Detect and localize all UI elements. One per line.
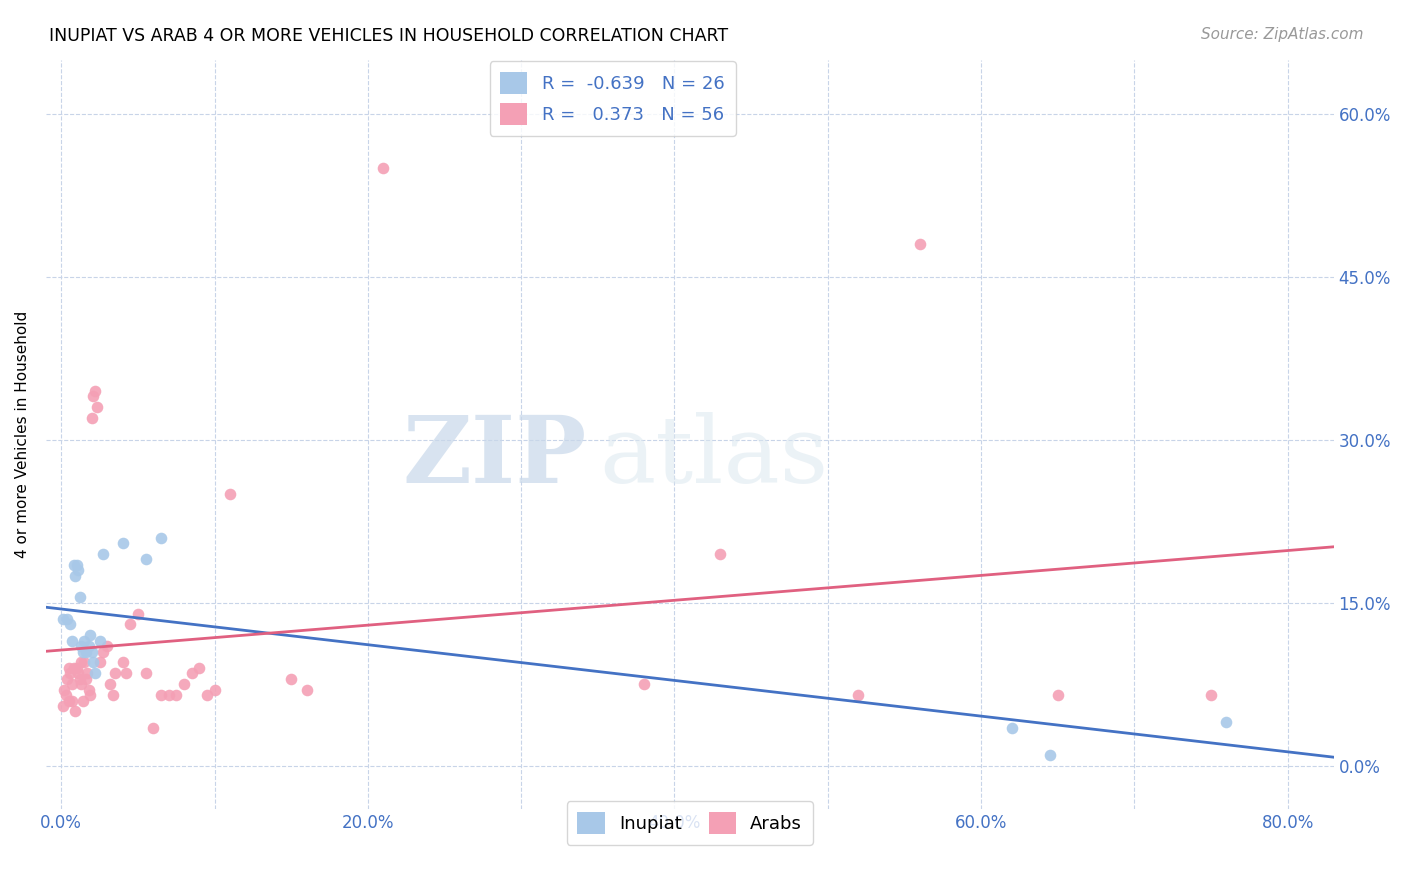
Point <box>204 682 226 697</box>
Point <box>135 552 157 566</box>
Point <box>135 666 157 681</box>
Point <box>77 639 100 653</box>
Point <box>149 688 172 702</box>
Point <box>69 672 91 686</box>
Point <box>70 656 93 670</box>
Point <box>165 688 187 702</box>
Legend: Inupiat, Arabs: Inupiat, Arabs <box>567 801 813 845</box>
Point <box>180 666 202 681</box>
Point <box>280 672 302 686</box>
Point <box>219 487 242 501</box>
Point <box>76 666 98 681</box>
Point <box>373 161 395 176</box>
Point <box>66 661 89 675</box>
Point <box>633 677 655 691</box>
Point <box>111 656 134 670</box>
Point <box>89 633 111 648</box>
Point <box>56 612 79 626</box>
Point <box>82 389 104 403</box>
Point <box>70 677 93 691</box>
Point <box>89 656 111 670</box>
Point <box>55 688 77 702</box>
Point <box>1215 715 1237 730</box>
Point <box>77 682 100 697</box>
Point <box>56 672 79 686</box>
Point <box>104 666 127 681</box>
Point <box>59 617 82 632</box>
Point <box>70 639 93 653</box>
Point <box>67 563 90 577</box>
Point <box>63 705 86 719</box>
Point <box>86 401 108 415</box>
Point <box>73 633 96 648</box>
Point <box>79 688 101 702</box>
Point <box>67 666 90 681</box>
Point <box>91 645 114 659</box>
Point <box>66 558 89 572</box>
Point <box>59 666 82 681</box>
Point <box>62 558 84 572</box>
Point <box>173 677 195 691</box>
Point <box>98 677 121 691</box>
Y-axis label: 4 or more Vehicles in Household: 4 or more Vehicles in Household <box>15 310 30 558</box>
Point <box>908 237 931 252</box>
Point <box>62 661 84 675</box>
Point <box>120 617 142 632</box>
Point <box>52 698 75 713</box>
Point <box>1199 688 1222 702</box>
Point <box>72 645 94 659</box>
Point <box>82 656 104 670</box>
Point <box>848 688 870 702</box>
Point <box>114 666 136 681</box>
Point <box>188 661 211 675</box>
Point <box>149 531 172 545</box>
Point <box>75 645 97 659</box>
Point <box>80 411 103 425</box>
Point <box>1046 688 1069 702</box>
Text: ZIP: ZIP <box>402 412 586 502</box>
Point <box>52 612 75 626</box>
Point <box>73 656 96 670</box>
Point <box>60 693 83 707</box>
Point <box>103 688 125 702</box>
Point <box>69 591 91 605</box>
Point <box>111 536 134 550</box>
Point <box>142 721 165 735</box>
Point <box>53 682 76 697</box>
Point <box>60 633 83 648</box>
Point <box>295 682 318 697</box>
Point <box>58 693 80 707</box>
Point <box>80 645 103 659</box>
Point <box>60 677 83 691</box>
Point <box>72 693 94 707</box>
Point <box>1039 747 1062 762</box>
Point <box>75 672 97 686</box>
Point <box>84 666 107 681</box>
Point <box>63 568 86 582</box>
Point <box>195 688 218 702</box>
Point <box>58 661 80 675</box>
Point <box>1001 721 1024 735</box>
Text: Source: ZipAtlas.com: Source: ZipAtlas.com <box>1201 27 1364 42</box>
Point <box>96 639 118 653</box>
Point <box>79 628 101 642</box>
Point <box>709 547 731 561</box>
Point <box>127 607 149 621</box>
Point <box>157 688 180 702</box>
Point <box>91 547 114 561</box>
Text: atlas: atlas <box>600 412 830 502</box>
Point <box>84 384 107 398</box>
Text: INUPIAT VS ARAB 4 OR MORE VEHICLES IN HOUSEHOLD CORRELATION CHART: INUPIAT VS ARAB 4 OR MORE VEHICLES IN HO… <box>49 27 728 45</box>
